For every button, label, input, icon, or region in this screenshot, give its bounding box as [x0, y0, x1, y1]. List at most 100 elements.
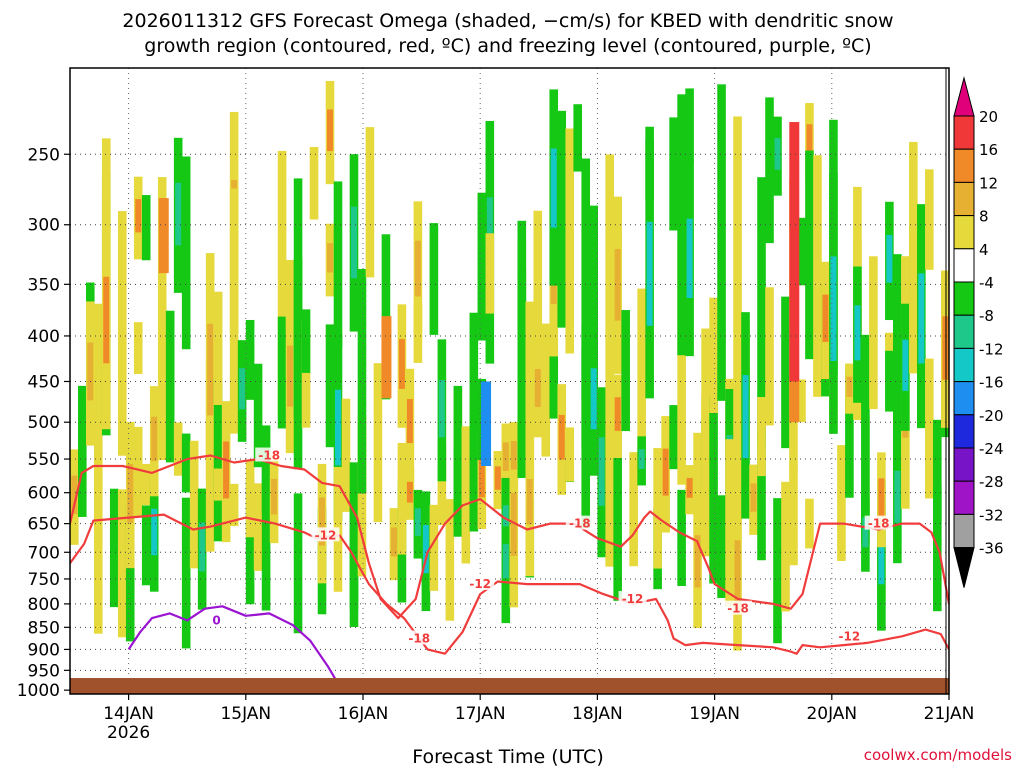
omega-shade-cell	[813, 155, 822, 397]
omega-shade-cell	[613, 457, 622, 601]
omega-shade-cell	[157, 177, 167, 461]
omega-shade-cell	[213, 405, 223, 469]
omega-shade-cell	[93, 332, 103, 495]
colorbar-tick-label: 20	[979, 108, 998, 126]
omega-shade-core	[71, 475, 78, 515]
colorbar-tick-label: 4	[979, 241, 989, 259]
colorbar-swatch	[953, 314, 975, 349]
colorbar-swatch	[953, 148, 975, 183]
omega-shade-core	[789, 381, 800, 423]
omega-shade-cell	[245, 459, 255, 538]
y-tick-label: 700	[28, 543, 60, 563]
omega-shade-cell	[677, 94, 686, 356]
x-tick-label: 17JAN	[455, 704, 506, 724]
omega-shade-core	[846, 376, 853, 397]
x-tick-label: 14JAN	[103, 704, 154, 724]
chart-title-line-1: 2026011312 GFS Forecast Omega (shaded, −…	[122, 10, 893, 32]
omega-shade-core	[734, 540, 741, 604]
omega-shade-cell	[181, 156, 191, 350]
omega-shade-core	[614, 397, 621, 431]
omega-shade-cell	[845, 369, 854, 498]
colorbar-tick-label: 12	[979, 174, 998, 192]
omega-shade-core	[175, 182, 182, 246]
omega-shade-core	[878, 523, 885, 585]
omega-shade-cell	[709, 297, 718, 414]
omega-shade-core	[398, 339, 405, 389]
omega-shade-core	[422, 524, 429, 574]
omega-shade-cell	[133, 426, 143, 517]
omega-shade-cell	[109, 488, 119, 608]
colorbar-tick-label: -28	[979, 473, 1004, 491]
omega-shade-cell	[517, 220, 527, 340]
colorbar-tick-label: -16	[979, 374, 1004, 392]
omega-shade-cell	[477, 192, 487, 341]
omega-shade-cell	[429, 223, 439, 335]
omega-shade-core	[830, 256, 837, 362]
omega-shade-core	[239, 368, 246, 410]
colorbar-tick-label: -8	[979, 307, 994, 325]
colorbar-swatch	[953, 480, 975, 515]
colorbar-arrow-bottom	[953, 547, 975, 588]
omega-shade-cell	[293, 178, 303, 418]
omega-shade-cell	[789, 466, 798, 566]
contour-label: -18	[868, 517, 890, 531]
omega-shade-cell	[517, 239, 527, 478]
omega-shade-cell	[629, 452, 638, 567]
omega-shade-cell	[309, 147, 319, 220]
omega-shade-cell	[781, 296, 790, 449]
omega-shade-cell	[861, 334, 870, 544]
omega-shade-cell	[245, 319, 255, 400]
omega-shade-cell	[605, 438, 614, 567]
omega-shade-cell	[141, 195, 151, 261]
omega-shade-cell	[933, 419, 942, 523]
colorbar-swatch	[953, 447, 975, 482]
credit-link[interactable]: coolwx.com/models	[864, 746, 1012, 764]
omega-shade-core	[87, 342, 94, 401]
contour-label: -12	[315, 528, 337, 542]
omega-shade-cell	[685, 88, 694, 163]
omega-shade-core	[894, 470, 901, 523]
contour-label-bg	[618, 591, 647, 606]
omega-shade-cell	[757, 430, 766, 561]
x-tick-label: 15JAN	[220, 704, 271, 724]
contour-label-bg	[202, 612, 231, 627]
y-tick-label: 400	[28, 327, 60, 347]
omega-shade-core	[822, 294, 829, 342]
omega-shade-cell	[349, 462, 359, 610]
x-tick-label: 21JAN	[924, 704, 975, 724]
omega-shade-core	[902, 339, 909, 391]
contour-0	[127, 605, 341, 687]
omega-shade-cell	[549, 356, 559, 419]
y-tick-label: 350	[28, 275, 60, 295]
omega-shade-cell	[621, 310, 630, 432]
y-tick-label: 900	[28, 640, 60, 660]
contour-label: 0	[212, 613, 220, 627]
omega-shade-cell	[373, 363, 383, 523]
omega-shade-core	[350, 206, 357, 279]
colorbar-arrow-top	[953, 76, 975, 117]
colorbar-swatch	[953, 381, 975, 416]
omega-shade-cell	[709, 395, 718, 584]
omega-shade-cell	[669, 117, 678, 231]
contour-label: -12	[839, 629, 861, 643]
omega-shade-cell	[797, 217, 806, 286]
omega-shade-cell	[533, 210, 543, 428]
omega-shade-core	[494, 466, 501, 490]
omega-shade-core	[438, 380, 445, 438]
omega-shade-cell	[469, 312, 479, 529]
omega-shade-cell	[253, 363, 263, 468]
x-tick-label: 20JAN	[806, 704, 857, 724]
omega-shade-cell	[445, 499, 455, 621]
omega-shade-cell	[733, 116, 742, 333]
omega-shade-core	[550, 148, 557, 228]
omega-shade-cell	[557, 110, 567, 328]
contour-label-bg	[255, 447, 284, 462]
contour-label-bg	[724, 600, 753, 615]
colorbar-swatch	[953, 347, 975, 383]
omega-shade-cell	[485, 233, 495, 314]
omega-shade-cell	[525, 301, 535, 480]
omega-shade-cell	[173, 422, 183, 476]
omega-shade-cell	[893, 254, 902, 461]
y-tick-label: 850	[28, 618, 60, 638]
